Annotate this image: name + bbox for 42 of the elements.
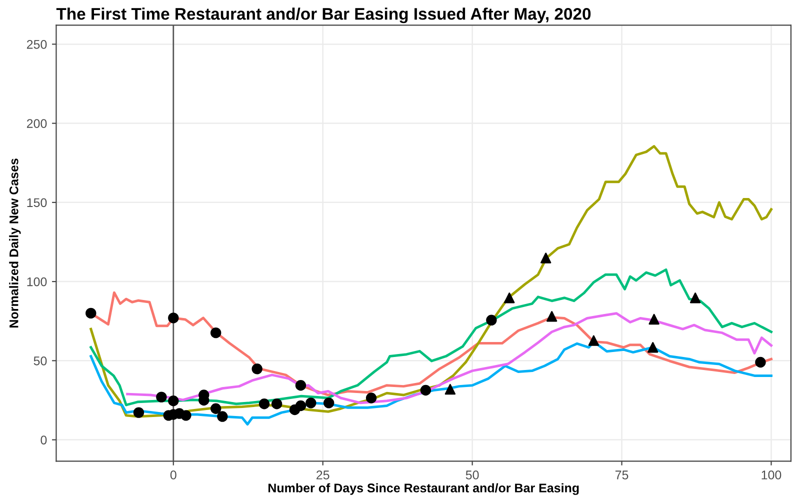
point	[295, 400, 306, 412]
point	[648, 314, 660, 325]
y-tick-label: 50	[34, 356, 47, 366]
y-tick-label: 200	[26, 119, 47, 128]
point	[306, 398, 316, 408]
point	[420, 384, 432, 396]
chart-title: The First Time Restaurant and/or Bar Easing Issued After May, 2020	[56, 8, 591, 24]
x-tick-label: 50	[466, 470, 479, 480]
point	[486, 314, 497, 326]
point	[588, 335, 600, 346]
point	[690, 292, 701, 304]
point	[540, 252, 552, 264]
point	[168, 396, 179, 406]
point	[217, 411, 228, 422]
point	[271, 398, 282, 410]
point	[133, 407, 144, 418]
point	[168, 312, 179, 324]
point	[366, 392, 377, 404]
x-tick-label: 100	[762, 470, 782, 480]
point	[258, 398, 270, 410]
point	[648, 342, 658, 353]
point	[295, 380, 306, 391]
y-axis-title: Normalized Daily New Cases	[9, 158, 21, 328]
point	[86, 308, 96, 319]
point	[180, 410, 192, 421]
point	[210, 403, 222, 414]
x-tick-label: 25	[316, 470, 330, 480]
y-tick-label: 100	[27, 277, 47, 286]
y-tick-label: 0	[40, 436, 47, 444]
point	[755, 356, 766, 368]
point	[444, 384, 456, 395]
x-tick-label: 75	[615, 470, 628, 480]
point	[323, 398, 334, 408]
point	[156, 392, 167, 402]
point	[504, 292, 515, 304]
point	[252, 364, 262, 374]
x-tick-label: 0	[170, 470, 176, 480]
x-axis-title: Number of Days Since Restaurant and/or Bar Easing	[268, 483, 579, 495]
y-tick-label: 150	[27, 198, 47, 208]
point	[210, 327, 222, 338]
point	[546, 311, 558, 322]
y-tick-label: 250	[26, 40, 47, 49]
